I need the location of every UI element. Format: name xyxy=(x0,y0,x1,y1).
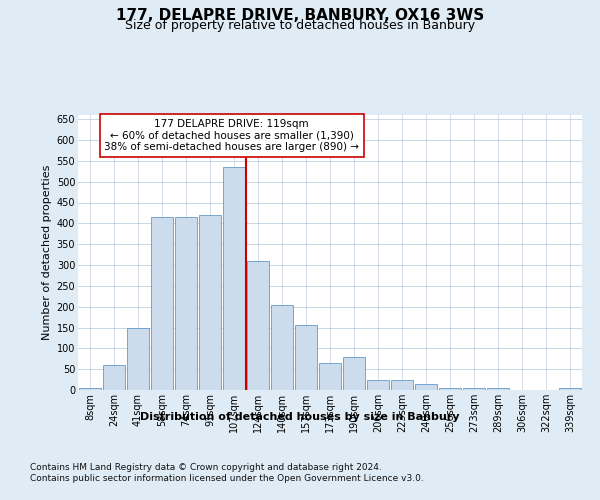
Text: Distribution of detached houses by size in Banbury: Distribution of detached houses by size … xyxy=(140,412,460,422)
Bar xyxy=(151,217,173,390)
Bar xyxy=(415,384,437,390)
Text: Size of property relative to detached houses in Banbury: Size of property relative to detached ho… xyxy=(125,19,475,32)
Bar xyxy=(367,380,389,390)
Bar xyxy=(463,388,485,390)
Bar xyxy=(559,388,581,390)
Bar xyxy=(271,304,293,390)
Bar xyxy=(295,326,317,390)
Text: 177, DELAPRE DRIVE, BANBURY, OX16 3WS: 177, DELAPRE DRIVE, BANBURY, OX16 3WS xyxy=(116,8,484,22)
Bar xyxy=(175,217,197,390)
Bar xyxy=(127,328,149,390)
Text: Contains public sector information licensed under the Open Government Licence v3: Contains public sector information licen… xyxy=(30,474,424,483)
Bar xyxy=(79,388,101,390)
Bar xyxy=(487,388,509,390)
Bar xyxy=(223,167,245,390)
Bar xyxy=(439,388,461,390)
Bar xyxy=(247,261,269,390)
Bar xyxy=(199,215,221,390)
Bar xyxy=(103,365,125,390)
Y-axis label: Number of detached properties: Number of detached properties xyxy=(43,165,52,340)
Text: Contains HM Land Registry data © Crown copyright and database right 2024.: Contains HM Land Registry data © Crown c… xyxy=(30,462,382,471)
Text: 177 DELAPRE DRIVE: 119sqm
← 60% of detached houses are smaller (1,390)
38% of se: 177 DELAPRE DRIVE: 119sqm ← 60% of detac… xyxy=(104,119,359,152)
Bar xyxy=(319,363,341,390)
Bar xyxy=(391,380,413,390)
Bar xyxy=(343,356,365,390)
